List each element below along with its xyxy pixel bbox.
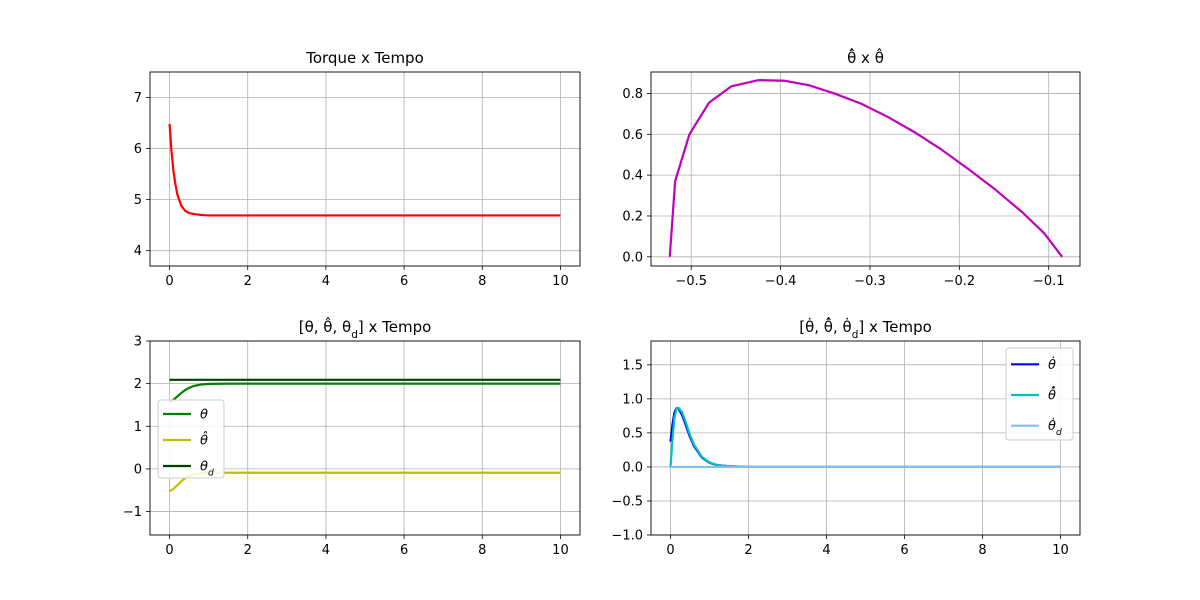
series-line-1 [669, 406, 1061, 469]
legend-label: θd [200, 460, 214, 479]
x-tick-label: 2 [244, 274, 252, 289]
x-tick-label: 4 [822, 543, 830, 558]
y-tick-label: 4 [134, 244, 142, 259]
x-tick-label: −0.1 [1033, 274, 1065, 289]
axes-frame [149, 71, 581, 267]
x-tick-label: 0 [666, 543, 674, 558]
x-tick-label: 0 [165, 274, 173, 289]
series-line-0 [169, 382, 561, 403]
legend-box [1005, 347, 1074, 441]
y-tick-label: 0.0 [622, 250, 643, 265]
panel-positions: 0 2 4 6 8 10 −1 0 1 2 3 [θ, θ̂, θd] x Tempo θ θ̂ θd [123, 316, 581, 558]
y-tick-label: 2 [134, 377, 142, 392]
series-line-0 [168, 123, 561, 217]
chart-title: Torque x Tempo [305, 49, 424, 67]
y-tick-label: 0.0 [622, 460, 643, 475]
panel-phase: −0.5 −0.4 −0.3 −0.2 −0.1 0.0 0.2 0.4 0.6 0.8 θ̂̇ x… [622, 47, 1081, 289]
series-line-0 [669, 407, 1061, 469]
series-line-0 [668, 79, 1064, 258]
y-tick-label: 1.0 [622, 392, 643, 407]
y-tick-label: 0 [134, 462, 142, 477]
legend-label: θ̂̇ [1048, 386, 1056, 403]
legend-label: θ̂ [200, 431, 208, 448]
x-tick-label: 8 [978, 543, 986, 558]
y-tick-label: −1 [123, 505, 142, 520]
y-tick-label: 0.2 [622, 209, 643, 224]
y-tick-label: 3 [134, 335, 142, 350]
x-tick-label: −0.3 [854, 274, 886, 289]
y-tick-label: 0.6 [622, 128, 643, 143]
x-tick-label: 10 [552, 274, 569, 289]
legend: θ̇ θ̂̇ θ̇d [1005, 347, 1074, 441]
axes-frame [650, 71, 1081, 267]
chart-title: [θ, θ̂, θd] x Tempo [299, 316, 432, 341]
x-tick-label: 4 [322, 274, 330, 289]
panel-velocities: 0 2 4 6 8 10 −1.0 −0.5 0.0 0.5 1.0 1.5 [θ̇, θ̂̇, θ̇d… [611, 316, 1081, 558]
y-tick-label: 1 [134, 420, 142, 435]
y-tick-label: −0.5 [611, 494, 643, 509]
x-tick-label: 8 [478, 543, 486, 558]
x-tick-label: 8 [478, 274, 486, 289]
x-tick-label: −0.2 [944, 274, 976, 289]
y-tick-label: 0.8 [622, 87, 643, 102]
x-tick-label: 4 [322, 543, 330, 558]
y-tick-label: 1.5 [622, 358, 643, 373]
y-tick-label: 7 [134, 91, 142, 106]
panel-torque: 0 2 4 6 8 10 4 5 6 7 Torque x Tempo [134, 49, 581, 289]
axes-frame [650, 340, 1081, 536]
x-tick-label: −0.5 [675, 274, 707, 289]
y-tick-label: 5 [134, 193, 142, 208]
legend-label: θ̇d [1048, 418, 1062, 438]
x-tick-label: 6 [400, 274, 408, 289]
chart-title: θ̂̇ x θ̂ [847, 47, 884, 67]
y-tick-label: 0.4 [622, 169, 643, 184]
y-tick-label: 0.5 [622, 426, 643, 441]
x-tick-label: 2 [744, 543, 752, 558]
x-tick-label: 2 [244, 543, 252, 558]
y-tick-label: −1.0 [611, 529, 643, 544]
x-tick-label: 0 [165, 543, 173, 558]
legend: θ θ̂ θd [157, 399, 225, 479]
chart-title: [θ̇, θ̂̇, θ̇d] x Tempo [799, 316, 932, 341]
y-tick-label: 6 [134, 142, 142, 157]
x-tick-label: 6 [400, 543, 408, 558]
x-tick-label: 10 [552, 543, 569, 558]
x-tick-label: 6 [900, 543, 908, 558]
legend-label: θ̇ [1048, 356, 1056, 372]
x-tick-label: −0.4 [765, 274, 797, 289]
series-line-1 [169, 471, 561, 493]
x-tick-label: 10 [1052, 543, 1069, 558]
legend-label: θ [200, 408, 208, 423]
axes-frame [149, 340, 581, 536]
